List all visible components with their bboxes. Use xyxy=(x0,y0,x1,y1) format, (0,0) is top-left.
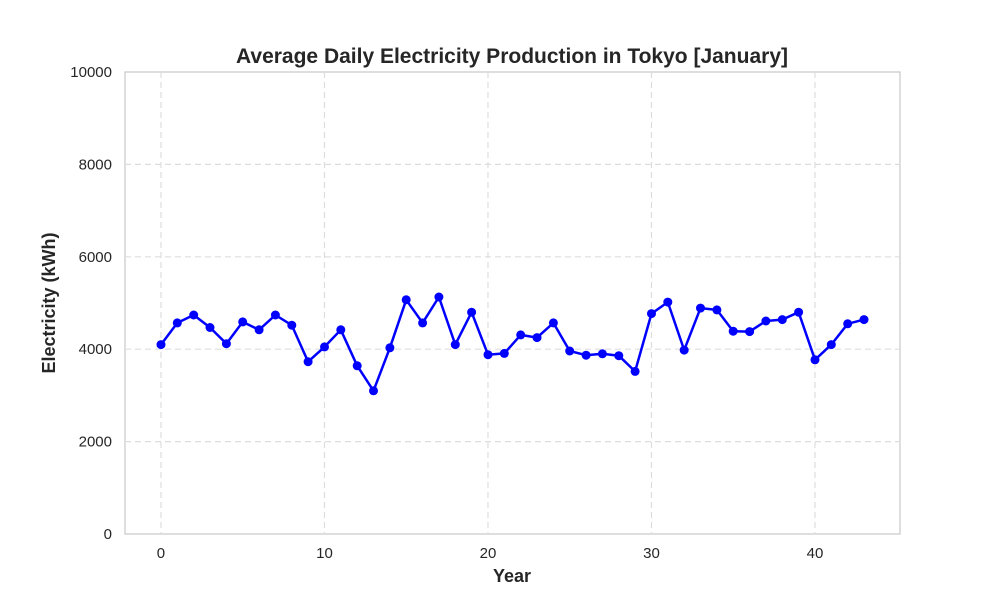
tick-labels: 0 10 20 30 40 0 2000 4000 6000 8000 10000 xyxy=(70,64,823,562)
data-point xyxy=(859,315,869,325)
data-point xyxy=(679,345,689,355)
data-point xyxy=(843,319,853,329)
data-point xyxy=(696,303,705,313)
chart-title: Average Daily Electricity Production in … xyxy=(236,45,788,68)
x-tick-label: 40 xyxy=(807,545,824,562)
plot-area xyxy=(124,71,901,535)
data-point xyxy=(320,342,329,352)
data-point xyxy=(270,310,280,320)
data-point xyxy=(189,310,199,320)
y-tick-label: 2000 xyxy=(79,434,112,451)
data-point xyxy=(205,323,215,332)
data-point xyxy=(401,295,411,305)
y-tick-label: 4000 xyxy=(79,341,112,358)
y-tick-label: 10000 xyxy=(70,64,112,81)
data-point xyxy=(516,330,526,340)
data-point xyxy=(826,340,836,350)
data-point xyxy=(418,318,428,328)
data-point xyxy=(483,350,493,360)
data-point xyxy=(499,348,509,358)
data-point xyxy=(777,315,787,325)
data-point xyxy=(597,349,607,359)
y-tick-label: 8000 xyxy=(79,156,112,173)
data-point xyxy=(385,343,395,353)
data-point xyxy=(254,325,264,335)
data-point xyxy=(352,361,362,371)
y-tick-label: 0 xyxy=(104,526,112,543)
x-tick-label: 0 xyxy=(157,545,165,562)
data-point xyxy=(761,316,771,326)
x-tick-label: 30 xyxy=(643,545,660,562)
x-axis-label: Year xyxy=(493,566,531,586)
data-point xyxy=(630,366,640,376)
x-tick-label: 20 xyxy=(480,545,497,562)
data-point xyxy=(663,297,673,307)
data-point xyxy=(810,355,820,365)
series xyxy=(156,292,869,396)
data-point xyxy=(369,386,378,396)
y-axis-label: Electricity (kWh) xyxy=(39,232,59,373)
data-point xyxy=(467,307,477,317)
data-point xyxy=(287,320,297,330)
data-point xyxy=(172,318,182,328)
data-point xyxy=(548,318,558,328)
data-point xyxy=(565,346,575,356)
y-tick-label: 6000 xyxy=(79,249,112,266)
data-point xyxy=(434,292,444,302)
x-tick-label: 10 xyxy=(316,545,333,562)
data-point xyxy=(794,307,804,317)
data-point xyxy=(712,305,722,315)
data-point xyxy=(581,350,591,360)
data-point xyxy=(221,339,231,349)
data-point xyxy=(728,326,738,336)
data-point xyxy=(647,309,656,319)
data-point xyxy=(156,340,166,350)
data-point xyxy=(745,327,755,337)
data-point xyxy=(532,333,542,343)
data-point xyxy=(238,317,248,327)
data-point xyxy=(303,357,313,367)
data-point xyxy=(450,340,460,350)
data-point xyxy=(614,351,624,361)
grid xyxy=(125,72,900,534)
data-point xyxy=(336,325,346,335)
